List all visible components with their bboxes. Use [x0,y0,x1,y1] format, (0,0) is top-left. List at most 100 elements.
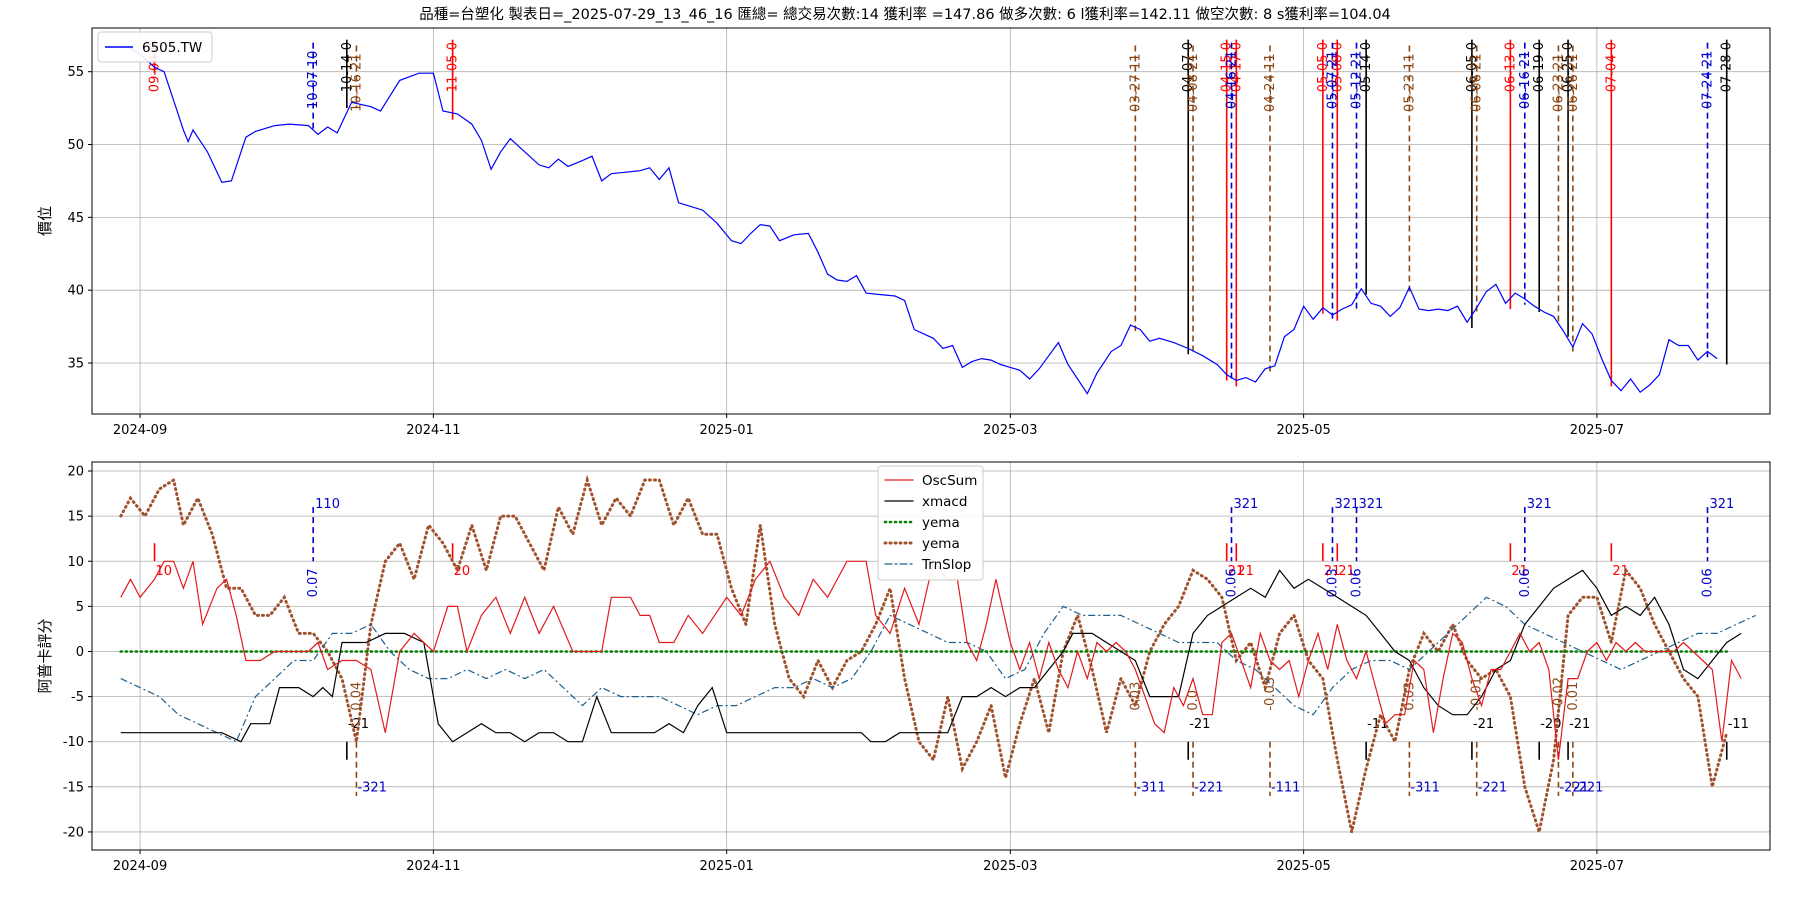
long-entry-label: 11-05 0 [446,42,461,92]
yema-oscillator-line [119,474,1729,833]
trnslop-line [120,596,1756,743]
y-tick-label: -5 [71,690,84,705]
y-tick-label: -15 [63,780,84,795]
score-axes-frame [91,461,1771,851]
xmacd-line [120,569,1742,743]
short-entry-slope-label: 0.06 [1225,568,1240,597]
long-exit-label: 07-28 0 [1720,42,1735,92]
legend-box [97,31,213,63]
x-tick-label: 2024-11 [406,423,460,438]
exit-score-label: -21 [1473,717,1494,732]
legend-oscsum-label: OscSum [922,473,977,489]
short-entry-label: 07-24 21 [1700,51,1715,109]
price-legend: 6505.TW [97,31,213,63]
legend-label-price: 6505.TW [142,40,202,56]
short-exit-slope-label: -0.03 [1263,677,1278,711]
legend-box [877,465,984,581]
y-tick-label: 55 [67,65,84,80]
short-entry-score-label: 321 [1334,497,1359,512]
short-entry-score-label: 321 [1527,497,1552,512]
entry-score-label: 21 [1338,564,1355,579]
short-entry-label: 04-16 21 [1225,51,1240,109]
short-exit-label: 10-16 21 [349,53,364,111]
price-axes-frame [91,27,1771,415]
price-grid [92,28,1770,414]
short-entry-slope-label: 0.06 [1518,568,1533,597]
short-exit-score-label: -221 [1574,780,1604,795]
entry-score-label: 21 [1324,564,1341,579]
y-tick-label: 40 [67,284,84,299]
short-exit-label: 04-08 21 [1186,53,1201,111]
short-exit-score-label: -311 [1136,780,1166,795]
short-exit-label: 05-23 11 [1402,53,1417,111]
score-legend: OscSum xmacd yema yema TrnSlop [877,465,984,581]
short-exit-slope-label: -0.02 [1551,677,1566,711]
long-exit-label: 06-19 0 [1532,42,1547,92]
entry-score-label: 10 [156,564,173,579]
y-tick-label: 10 [67,555,84,570]
entry-score-label: 21 [1228,564,1245,579]
short-exit-score-label: -111 [1271,780,1301,795]
short-entry-label: 06-16 21 [1518,51,1533,109]
short-entry-slope-label: 0.06 [1350,568,1365,597]
short-entry-score-label: 321 [1709,497,1734,512]
x-tick-label: 2024-11 [406,859,460,874]
long-exit-label: 10-14 0 [340,42,355,92]
x-tick-label: 2024-09 [113,423,167,438]
long-exit-label: 05-14 0 [1359,42,1374,92]
x-tick-label: 2025-03 [983,859,1037,874]
short-entry-slope-label: 0.07 [306,568,321,597]
legend-xmacd-label: xmacd [922,494,967,510]
price-y-axis-label: 價位 [36,206,54,236]
long-entry-label: 04-17 0 [1229,42,1244,92]
x-tick-label: 2025-03 [983,423,1037,438]
short-entry-slope-label: 0.06 [1700,568,1715,597]
long-entry-label: 05-05 0 [1316,42,1331,92]
oscsum-line [120,559,1742,760]
short-entry-label: 05-12 21 [1350,51,1365,109]
y-tick-label: 0 [76,645,84,660]
y-tick-label: 45 [67,211,84,226]
entry-score-label: 21 [1511,564,1528,579]
short-exit-label: 06-06 21 [1470,53,1485,111]
y-tick-label: 5 [76,600,84,615]
chart-title: 品種=台塑化 製表日=_2025-07-29_13_46_16 匯總= 總交易次… [419,5,1391,23]
short-entry-label: 05-07 21 [1325,51,1340,109]
legend-yema-flat-label: yema [922,515,960,531]
score-series [119,474,1756,833]
price-series [125,44,1718,395]
short-exit-label: 03-27 11 [1128,53,1143,111]
short-exit-score-label: -221 [1194,780,1224,795]
y-tick-label: -20 [63,825,84,840]
exit-score-label: -21 [1189,717,1210,732]
short-exit-score-label: -221 [1559,780,1589,795]
short-entry-score-label: 321 [1359,497,1384,512]
short-exit-label: 06-26 21 [1566,53,1581,111]
y-tick-label: -10 [63,735,84,750]
long-entry-label: 06-13 0 [1503,42,1518,92]
y-tick-label: 35 [67,357,84,372]
short-exit-label: 04-24 11 [1263,53,1278,111]
entry-score-label: 20 [454,564,471,579]
y-tick-label: 15 [67,510,84,525]
short-exit-slope-label: 0.01 [1566,682,1581,711]
long-entry-label: 07-04 0 [1604,42,1619,92]
x-tick-label: 2024-09 [113,859,167,874]
score-y-axis-label: 阿普卡評分 [36,618,54,693]
exit-score-label: -21 [1569,717,1590,732]
price-panel: 09-04 0 11-05 0 04-15 004-17 0 05-05 0 05-08… [36,27,1771,438]
short-exit-label: 06-23 21 [1551,53,1566,111]
price-ticks: 35 40 45 50 55 2024-09 2024-11 2025-01 2025-03 20… [67,65,1624,438]
legend-trnslop-label: TrnSlop [921,557,971,573]
y-tick-label: 50 [67,138,84,153]
x-tick-label: 2025-07 [1570,859,1624,874]
score-ticks: -20 -15 -10 -5 0 5 10 15 20 2024-09 2024-11 2025-01… [63,465,1624,874]
short-exit-score-label: -221 [1478,780,1508,795]
x-tick-label: 2025-01 [699,423,753,438]
x-tick-label: 2025-05 [1276,859,1330,874]
entry-score-label: 21 [1237,564,1254,579]
short-entry-score-label: 321 [1234,497,1259,512]
